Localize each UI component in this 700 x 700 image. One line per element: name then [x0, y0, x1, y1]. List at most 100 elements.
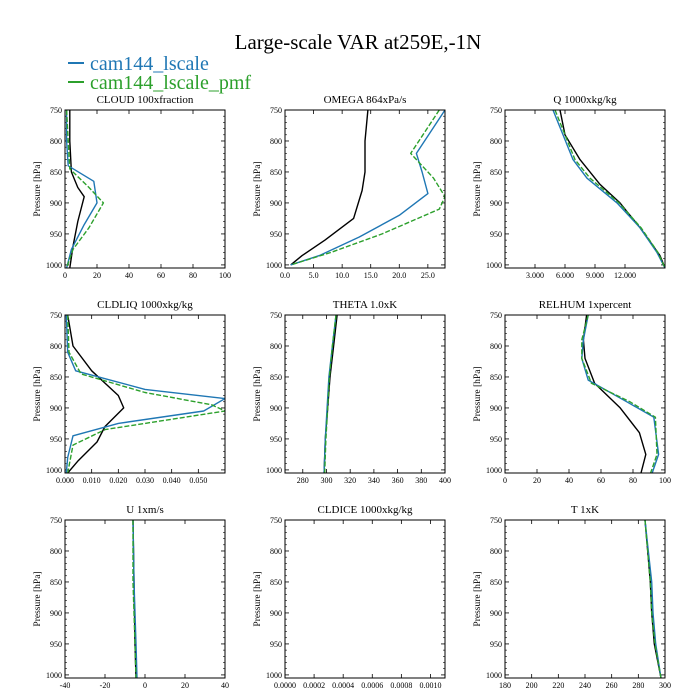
- x-tick-label: 5.0: [309, 271, 319, 280]
- y-tick-label: 850: [490, 168, 502, 177]
- y-tick-label: 800: [270, 547, 282, 556]
- series-line-cam144-lscale-pmf: [132, 520, 137, 678]
- y-tick-label: 750: [270, 106, 282, 115]
- series-line-cam144-lscale: [552, 110, 665, 268]
- y-tick-label: 950: [270, 230, 282, 239]
- y-axis-label: Pressure [hPa]: [473, 366, 483, 421]
- x-tick-label: 0.0006: [361, 681, 383, 690]
- panel-title: THETA 1.0xK: [333, 299, 398, 311]
- series-line-cam144-lscale-pmf: [324, 315, 337, 473]
- y-tick-label: 950: [50, 435, 62, 444]
- y-tick-label: 850: [490, 373, 502, 382]
- x-tick-label: 40: [125, 271, 133, 280]
- y-tick-label: 800: [50, 137, 62, 146]
- x-tick-label: 0.030: [136, 476, 154, 485]
- x-tick-label: 280: [632, 681, 644, 690]
- y-tick-label: 900: [50, 609, 62, 618]
- x-tick-label: 300: [320, 476, 332, 485]
- panel-title: U 1xm/s: [126, 504, 164, 516]
- x-tick-label: 0: [63, 271, 67, 280]
- series-line-reference: [582, 315, 647, 473]
- legend-label-lscale: cam144_lscale: [90, 53, 209, 75]
- y-axis-label: Pressure [hPa]: [33, 571, 43, 626]
- y-tick-label: 750: [490, 106, 502, 115]
- y-tick-label: 800: [490, 342, 502, 351]
- legend-label-lscale-pmf: cam144_lscale_pmf: [90, 72, 251, 94]
- y-tick-label: 950: [490, 640, 502, 649]
- plot-frame: [284, 109, 446, 269]
- y-tick-label: 950: [490, 230, 502, 239]
- x-tick-label: 180: [499, 681, 511, 690]
- x-tick-label: 0.040: [163, 476, 181, 485]
- x-tick-label: 80: [189, 271, 197, 280]
- series-line-cam144-lscale-pmf: [290, 110, 445, 266]
- y-tick-label: 950: [50, 230, 62, 239]
- x-tick-label: 0.0: [280, 271, 290, 280]
- x-tick-label: 0.0010: [419, 681, 441, 690]
- x-tick-label: 300: [659, 681, 671, 690]
- panel-3: Q 1000xkg/kg Pressure [hPa] 750 800 850 900 95…: [473, 94, 666, 280]
- x-tick-label: 20: [533, 476, 541, 485]
- y-tick-label: 750: [270, 311, 282, 320]
- y-tick-label: 850: [490, 578, 502, 587]
- y-tick-label: 750: [50, 311, 62, 320]
- panel-title: CLDLIQ 1000xkg/kg: [97, 299, 193, 311]
- x-tick-label: 20.0: [392, 271, 406, 280]
- plot-frame: [64, 109, 226, 269]
- series-line-cam144-lscale: [65, 315, 225, 473]
- x-tick-label: 360: [392, 476, 404, 485]
- panel-9: T 1xK Pressure [hPa] 750 800 850 900 950 100018…: [473, 504, 671, 690]
- y-tick-label: 800: [50, 342, 62, 351]
- y-tick-label: 900: [270, 404, 282, 413]
- y-tick-label: 1000: [486, 261, 502, 270]
- series-line-reference: [67, 315, 125, 473]
- series-line-cam144-lscale: [581, 315, 660, 473]
- panel-title: CLDICE 1000xkg/kg: [317, 504, 413, 516]
- y-axis-label: Pressure [hPa]: [253, 161, 263, 216]
- plot-frame: [64, 519, 226, 679]
- y-tick-label: 950: [50, 640, 62, 649]
- x-tick-label: 0.0002: [303, 681, 325, 690]
- panel-2: OMEGA 864xPa/s Pressure [hPa] 750 800 850 900…: [253, 94, 446, 280]
- series-line-cam144-lscale: [65, 110, 98, 268]
- panel-8: CLDICE 1000xkg/kg Pressure [hPa] 750 800 850…: [253, 504, 446, 690]
- x-tick-label: 200: [526, 681, 538, 690]
- x-tick-label: 100: [659, 476, 671, 485]
- y-tick-label: 750: [490, 311, 502, 320]
- y-tick-label: 1000: [486, 466, 502, 475]
- series-line-cam144-lscale-pmf: [644, 520, 662, 678]
- x-tick-label: 280: [297, 476, 309, 485]
- x-tick-label: 25.0: [421, 271, 435, 280]
- panel-4: CLDLIQ 1000xkg/kg Pressure [hPa] 750 800 850…: [33, 299, 226, 485]
- x-tick-label: 20: [181, 681, 189, 690]
- y-tick-label: 850: [50, 578, 62, 587]
- y-tick-label: 1000: [46, 671, 62, 680]
- series-line-reference: [559, 110, 665, 268]
- y-tick-label: 900: [50, 404, 62, 413]
- plot-frame: [504, 519, 666, 679]
- legend: cam144_lscale cam144_lscale_pmf: [68, 53, 251, 94]
- y-tick-label: 900: [270, 199, 282, 208]
- x-tick-label: 10.0: [335, 271, 349, 280]
- x-tick-label: 0: [503, 476, 507, 485]
- x-tick-label: 320: [344, 476, 356, 485]
- y-tick-label: 950: [270, 640, 282, 649]
- x-tick-label: 80: [629, 476, 637, 485]
- y-tick-label: 850: [270, 168, 282, 177]
- figure-title: Large-scale VAR at259E,-1N: [235, 30, 482, 54]
- panel-title: T 1xK: [571, 504, 599, 516]
- y-tick-label: 850: [50, 373, 62, 382]
- y-tick-label: 950: [490, 435, 502, 444]
- x-tick-label: 260: [606, 681, 618, 690]
- panel-title: RELHUM 1xpercent: [539, 299, 632, 311]
- x-tick-label: 0.010: [83, 476, 101, 485]
- plot-frame: [64, 314, 226, 474]
- x-tick-label: 0.000: [56, 476, 74, 485]
- x-tick-label: 3.000: [526, 271, 544, 280]
- y-tick-label: 1000: [486, 671, 502, 680]
- y-tick-label: 1000: [266, 671, 282, 680]
- y-tick-label: 750: [50, 516, 62, 525]
- series-line-cam144-lscale: [290, 110, 445, 266]
